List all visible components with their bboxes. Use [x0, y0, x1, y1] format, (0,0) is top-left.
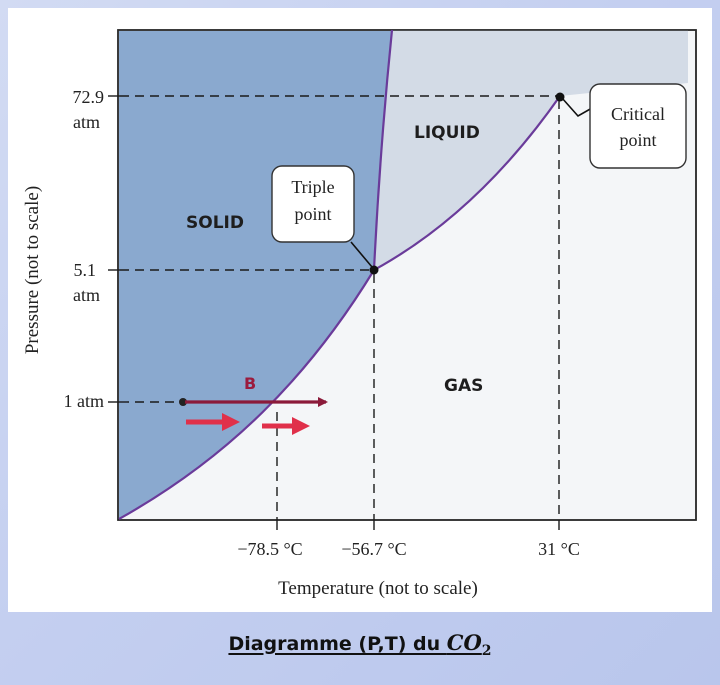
region-solid-label: SOLID: [186, 213, 244, 233]
figure-panel: B Triple point Critical point SOLID LIQU…: [8, 8, 712, 612]
triple-point-line2: point: [294, 204, 331, 224]
triple-point-pointer: [350, 241, 373, 268]
caption-text: Diagramme (P,T) du: [228, 633, 447, 655]
region-gas-label: GAS: [444, 376, 483, 396]
caption-formula-letters: CO: [446, 630, 482, 655]
x-tick-triple: −56.7 °C: [341, 539, 406, 559]
vaporization-curve: [373, 95, 561, 271]
y-axis-title: Pressure (not to scale): [22, 186, 43, 354]
critical-point-line1: Critical: [611, 104, 665, 124]
path-b-start: [179, 398, 187, 406]
triple-point-callout: [271, 165, 355, 243]
caption-formula-subscript: 2: [481, 643, 492, 660]
melting-curve: [372, 29, 394, 271]
critical-point-line2: point: [619, 130, 656, 150]
critical-point-callout: [589, 83, 687, 169]
caption-underlined: Diagramme (P,T) du CO2: [228, 630, 492, 659]
y-tick-triple-value: 5.1: [74, 260, 97, 280]
plot-frame-border: [117, 29, 697, 521]
red-arrow-right: [262, 417, 310, 435]
y-tick-critical-unit: atm: [73, 112, 100, 132]
path-b-label: B: [244, 374, 256, 393]
x-tick-sublimation: −78.5 °C: [237, 539, 302, 559]
y-tick-one-atm: 1 atm: [64, 391, 105, 411]
solid-region: [119, 31, 392, 519]
x-axis-title: Temperature (not to scale): [278, 578, 478, 599]
triple-point-line1: Triple: [291, 177, 334, 197]
region-liquid-label: LIQUID: [414, 123, 480, 143]
red-arrow-left: [186, 413, 240, 431]
caption: Diagramme (P,T) du CO2: [0, 630, 720, 659]
critical-point-pointer: [561, 97, 593, 118]
x-tick-critical: 31 °C: [538, 539, 580, 559]
y-tick-triple-unit: atm: [73, 285, 100, 305]
caption-formula: CO2: [446, 630, 492, 659]
sublimation-curve: [118, 269, 375, 520]
triple-point-marker: [369, 265, 379, 275]
y-tick-critical-value: 72.9: [73, 87, 105, 107]
